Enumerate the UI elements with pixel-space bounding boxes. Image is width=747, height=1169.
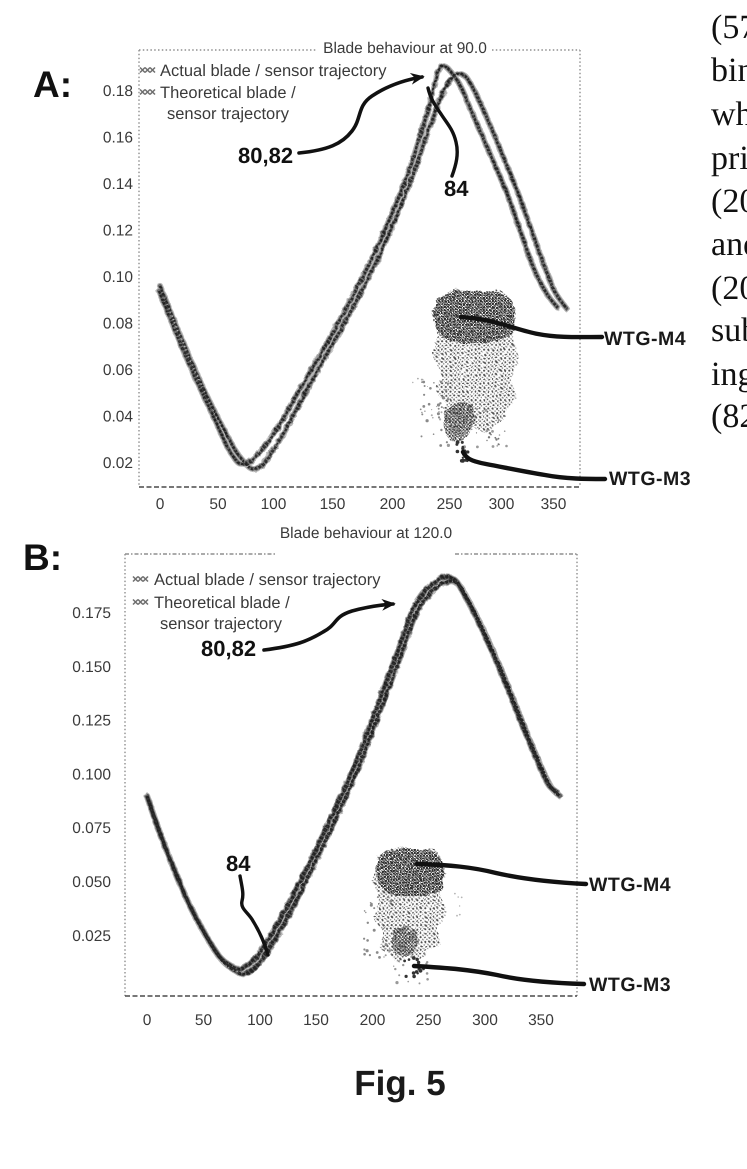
svg-text:150: 150 [320, 496, 346, 513]
svg-text:0.18: 0.18 [103, 83, 133, 100]
svg-text:84: 84 [226, 851, 251, 876]
svg-text:0.050: 0.050 [72, 874, 111, 891]
svg-text:0.02: 0.02 [103, 455, 133, 472]
svg-text:WTG-M3: WTG-M3 [589, 974, 671, 996]
svg-text:0.16: 0.16 [103, 130, 133, 147]
svg-text:0.075: 0.075 [72, 820, 111, 837]
svg-text:80,82: 80,82 [201, 636, 256, 661]
svg-text:250: 250 [416, 1012, 442, 1029]
svg-text:whe: whe [711, 96, 747, 133]
svg-text:0.14: 0.14 [103, 176, 134, 193]
svg-text:Actual blade / sensor trajecto: Actual blade / sensor trajectory [154, 571, 381, 589]
svg-text:Theoretical blade /: Theoretical blade / [160, 84, 296, 102]
svg-text:WTG-M3: WTG-M3 [609, 468, 691, 490]
svg-text:0.12: 0.12 [103, 223, 133, 240]
svg-text:0.150: 0.150 [72, 659, 111, 676]
svg-text:(57: (57 [711, 9, 747, 46]
svg-text:(20: (20 [711, 270, 747, 307]
svg-text:Actual blade / sensor trajecto: Actual blade / sensor trajectory [160, 62, 387, 80]
svg-text:Fig. 5: Fig. 5 [354, 1064, 445, 1103]
svg-text:bin: bin [711, 52, 747, 89]
svg-text:WTG-M4: WTG-M4 [589, 874, 671, 896]
svg-text:pri: pri [711, 140, 747, 177]
svg-text:300: 300 [472, 1012, 498, 1029]
svg-text:and: and [711, 226, 747, 263]
svg-text:0: 0 [156, 496, 165, 513]
svg-text:84: 84 [444, 176, 469, 201]
svg-text:0.025: 0.025 [72, 928, 111, 945]
svg-text:0.04: 0.04 [103, 409, 134, 426]
svg-text:sensor trajectory: sensor trajectory [167, 105, 290, 123]
svg-text:A:: A: [33, 64, 72, 105]
svg-text:0.175: 0.175 [72, 605, 111, 622]
svg-text:100: 100 [247, 1012, 273, 1029]
svg-text:sensor trajectory: sensor trajectory [160, 615, 283, 633]
svg-text:200: 200 [380, 496, 406, 513]
svg-text:250: 250 [437, 496, 463, 513]
svg-text:Blade behaviour at 90.0: Blade behaviour at 90.0 [323, 40, 487, 57]
svg-text:0.100: 0.100 [72, 766, 111, 783]
svg-text:(82: (82 [711, 398, 747, 435]
svg-text:350: 350 [541, 496, 567, 513]
svg-text:150: 150 [303, 1012, 329, 1029]
svg-text:0.10: 0.10 [103, 269, 134, 286]
svg-text:350: 350 [528, 1012, 554, 1029]
svg-text:ing: ing [711, 356, 747, 393]
svg-text:0.125: 0.125 [72, 713, 111, 730]
svg-text:50: 50 [195, 1012, 213, 1029]
svg-text:(20: (20 [711, 183, 747, 220]
svg-text:Blade behaviour at 120.0: Blade behaviour at 120.0 [280, 525, 453, 542]
svg-text:300: 300 [489, 496, 515, 513]
svg-text:200: 200 [360, 1012, 386, 1029]
svg-text:0.06: 0.06 [103, 362, 133, 379]
svg-text:100: 100 [261, 496, 287, 513]
svg-text:WTG-M4: WTG-M4 [604, 328, 686, 350]
svg-text:80,82: 80,82 [238, 143, 293, 168]
svg-text:sub: sub [711, 312, 747, 349]
svg-text:0.08: 0.08 [103, 316, 133, 333]
svg-text:B:: B: [23, 537, 62, 578]
svg-text:Theoretical blade /: Theoretical blade / [154, 594, 290, 612]
svg-text:0: 0 [143, 1012, 152, 1029]
svg-text:50: 50 [209, 496, 227, 513]
